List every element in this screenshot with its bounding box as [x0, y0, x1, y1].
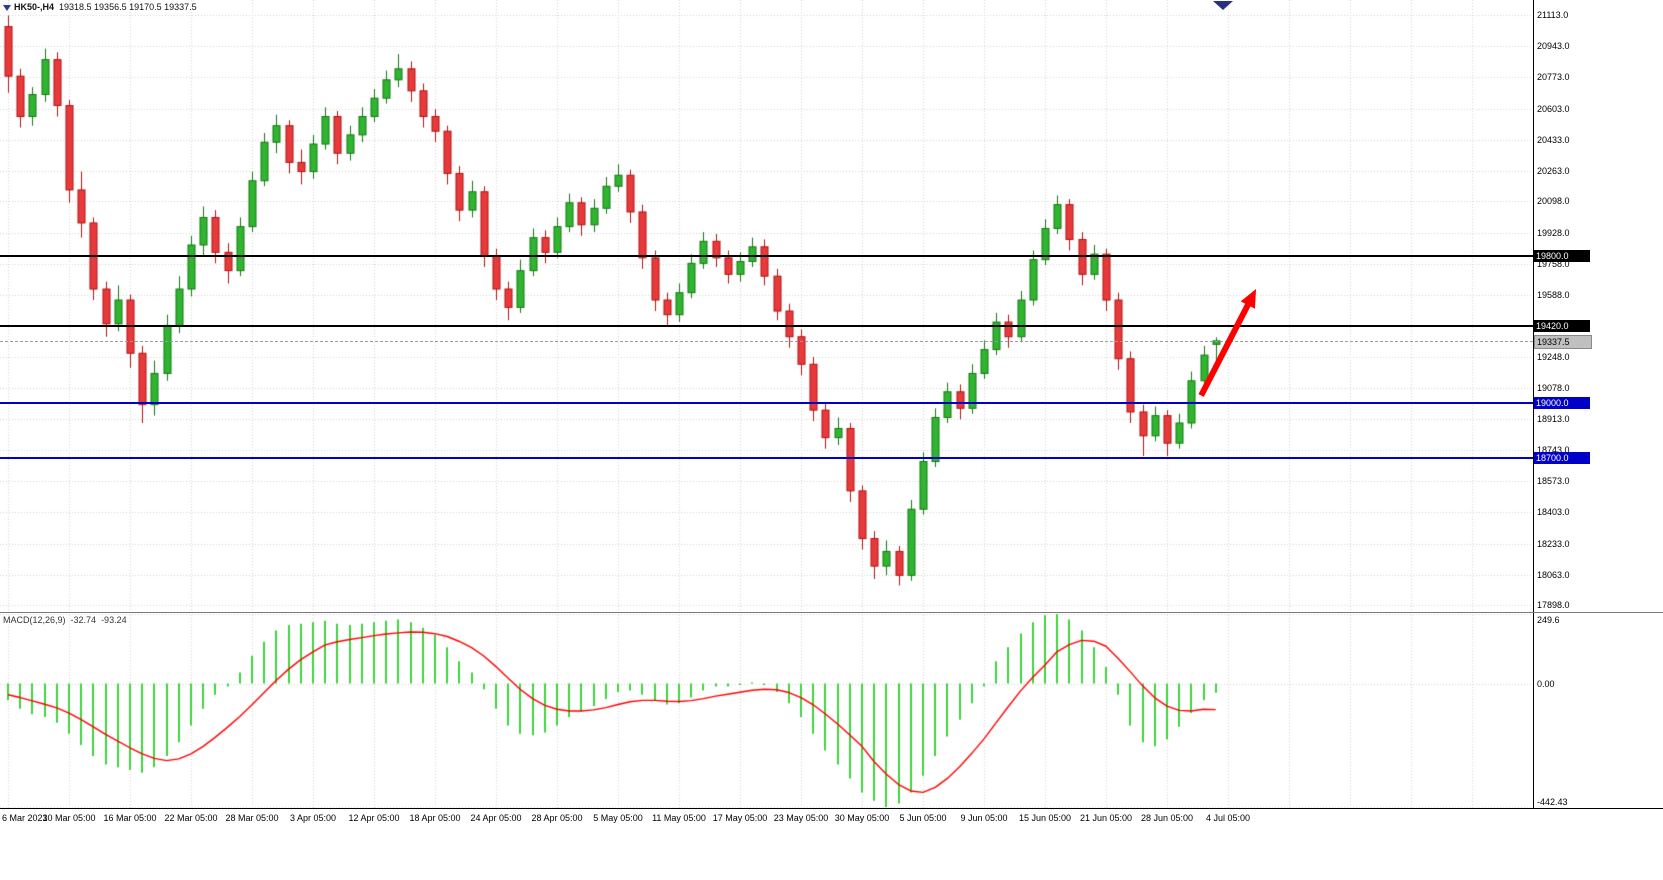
panel-separator[interactable] — [0, 612, 1663, 613]
price-tag-19800: 19800.0 — [1534, 249, 1590, 262]
price-axis-label: 21113.0 — [1537, 10, 1569, 21]
price-axis-label: 20263.0 — [1537, 166, 1570, 177]
price-tag-18700: 18700.0 — [1534, 451, 1590, 464]
price-tag-19420: 19420.0 — [1534, 319, 1590, 332]
time-axis-label: 9 Jun 05:00 — [960, 813, 1008, 823]
time-axis-label: 16 Mar 05:00 — [103, 813, 157, 823]
axis-border-vertical — [1533, 0, 1534, 808]
price-axis-label: 19248.0 — [1537, 352, 1570, 363]
chart-shift-marker[interactable] — [1213, 1, 1233, 10]
symbol-period-label: HK50-,H4 — [14, 2, 55, 12]
horizontal-line-19000[interactable] — [0, 401, 1533, 404]
price-axis-label: 20773.0 — [1537, 72, 1570, 83]
ohlc-quote-label: 19318.5 19356.5 19170.5 19337.5 — [59, 2, 197, 12]
price-axis-label: 18743.0 — [1537, 444, 1570, 455]
price-axis-label: 18573.0 — [1537, 476, 1570, 487]
time-axis-separator — [0, 808, 1663, 809]
price-axis-label: 20433.0 — [1537, 134, 1570, 145]
price-axis-label: 19928.0 — [1537, 227, 1570, 238]
price-axis-label: 19078.0 — [1537, 383, 1570, 394]
time-axis-label: 3 Apr 05:00 — [289, 813, 337, 823]
macd-value-signal: -93.24 — [101, 615, 127, 625]
price-axis-label: 18063.0 — [1537, 569, 1570, 580]
price-axis-label: 18403.0 — [1537, 507, 1570, 518]
macd-axis-label: 249.6 — [1537, 615, 1560, 625]
price-axis-label: 20603.0 — [1537, 103, 1570, 114]
horizontal-line-18700[interactable] — [0, 456, 1533, 459]
time-axis-label: 6 Mar 2023 — [2, 813, 48, 823]
time-axis-label: 17 May 05:00 — [712, 813, 768, 823]
price-axis-label: 18233.0 — [1537, 538, 1570, 549]
price-axis-label: 20098.0 — [1537, 196, 1570, 207]
time-axis-label: 24 Apr 05:00 — [470, 813, 522, 823]
price-axis-label: 17898.0 — [1537, 600, 1570, 611]
time-axis-label: 23 May 05:00 — [773, 813, 829, 823]
time-axis-label: 12 Apr 05:00 — [348, 813, 400, 823]
time-axis-label: 10 Mar 05:00 — [42, 813, 96, 823]
macd-axis-label: -442.43 — [1537, 797, 1568, 807]
price-axis-label: 19758.0 — [1537, 258, 1570, 269]
macd-indicator-label: MACD(12,26,9) -32.74 -93.24 — [3, 615, 127, 625]
time-axis-label: 15 Jun 05:00 — [1018, 813, 1072, 823]
horizontal-line-19800[interactable] — [0, 254, 1533, 257]
price-axis-label: 20943.0 — [1537, 41, 1570, 52]
time-axis-label: 28 Mar 05:00 — [225, 813, 279, 823]
time-axis-label: 5 May 05:00 — [593, 813, 643, 823]
bid-price-tag: 19337.5 — [1534, 334, 1592, 349]
time-axis-label: 28 Jun 05:00 — [1140, 813, 1194, 823]
macd-axis-label: 0.00 — [1537, 678, 1555, 689]
price-axis-label: 18913.0 — [1537, 413, 1570, 424]
price-tag-19000: 19000.0 — [1534, 396, 1590, 409]
time-axis-label: 28 Apr 05:00 — [531, 813, 583, 823]
chart-title: HK50-,H4 19318.5 19356.5 19170.5 19337.5 — [3, 2, 197, 12]
time-axis-label: 5 Jun 05:00 — [899, 813, 947, 823]
macd-value-main: -32.74 — [70, 615, 97, 625]
time-axis-label: 4 Jul 05:00 — [1205, 813, 1251, 823]
chart-menu-icon — [3, 4, 11, 11]
macd-name: MACD(12,26,9) — [3, 615, 66, 625]
bid-price-line — [0, 340, 1533, 342]
time-axis-label: 11 May 05:00 — [652, 813, 706, 823]
price-axis-label: 19588.0 — [1537, 289, 1570, 300]
time-axis-label: 18 Apr 05:00 — [409, 813, 461, 823]
time-axis-label: 21 Jun 05:00 — [1079, 813, 1133, 823]
time-axis-label: 22 Mar 05:00 — [164, 813, 218, 823]
time-axis-label: 30 May 05:00 — [834, 813, 890, 823]
horizontal-line-19420[interactable] — [0, 324, 1533, 327]
